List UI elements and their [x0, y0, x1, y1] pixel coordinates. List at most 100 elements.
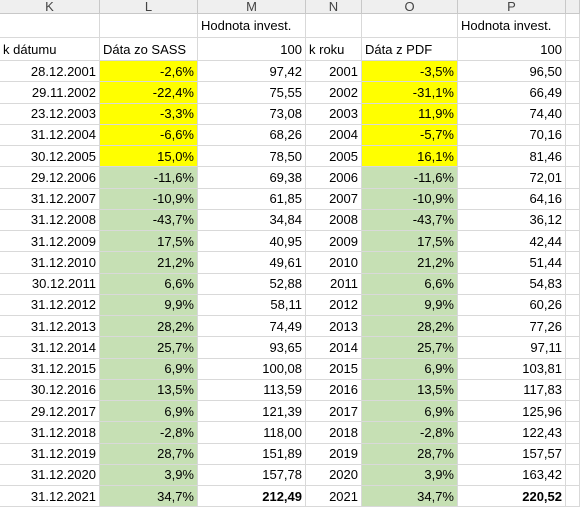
data-cell: 2017: [306, 401, 362, 423]
data-cell: 97,11: [458, 337, 566, 359]
data-cell: 31.12.2007: [0, 188, 100, 210]
data-cell: 2003: [306, 103, 362, 125]
return-cell: 28,2%: [362, 316, 458, 338]
data-cell: 31.12.2014: [0, 337, 100, 359]
empty-cell: [566, 422, 580, 444]
header-cell: 100: [458, 38, 566, 61]
column-header: P: [458, 0, 566, 14]
data-cell: 73,08: [198, 103, 306, 125]
data-cell: 2002: [306, 82, 362, 104]
return-cell: 28,2%: [100, 316, 198, 338]
empty-cell: [566, 167, 580, 189]
return-cell: 13,5%: [100, 379, 198, 401]
return-cell: -22,4%: [100, 82, 198, 104]
data-cell: 66,49: [458, 82, 566, 104]
return-cell: 9,9%: [362, 294, 458, 316]
empty-cell: [566, 188, 580, 210]
return-cell: 17,5%: [100, 231, 198, 253]
data-cell: 2018: [306, 422, 362, 444]
data-cell: 2015: [306, 358, 362, 380]
empty-cell: [566, 337, 580, 359]
return-cell: 6,9%: [100, 358, 198, 380]
data-cell: 75,55: [198, 82, 306, 104]
header-cell: k roku: [306, 38, 362, 61]
data-cell: 2011: [306, 273, 362, 295]
return-cell: 13,5%: [362, 379, 458, 401]
data-cell: 100,08: [198, 358, 306, 380]
return-cell: 11,9%: [362, 103, 458, 125]
data-cell: 68,26: [198, 124, 306, 146]
return-cell: 28,7%: [100, 443, 198, 465]
data-cell: 42,44: [458, 231, 566, 253]
return-cell: 15,0%: [100, 146, 198, 168]
data-cell: 40,95: [198, 231, 306, 253]
column-header: N: [306, 0, 362, 14]
data-cell: 2009: [306, 231, 362, 253]
data-cell: 2014: [306, 337, 362, 359]
return-cell: -31,1%: [362, 82, 458, 104]
empty-cell: [566, 252, 580, 274]
data-cell: 31.12.2008: [0, 209, 100, 231]
return-cell: -11,6%: [362, 167, 458, 189]
data-cell: 77,26: [458, 316, 566, 338]
empty-cell: [566, 273, 580, 295]
data-cell: 2008: [306, 209, 362, 231]
header-cell: 100: [198, 38, 306, 61]
column-header: L: [100, 0, 198, 14]
return-cell: -5,7%: [362, 124, 458, 146]
data-cell: 97,42: [198, 61, 306, 83]
empty-cell: [566, 316, 580, 338]
column-header: K: [0, 0, 100, 14]
data-cell: 2019: [306, 443, 362, 465]
data-cell: 31.12.2012: [0, 294, 100, 316]
empty-cell: [566, 486, 580, 508]
empty-cell: [100, 14, 198, 38]
return-cell: 17,5%: [362, 231, 458, 253]
data-cell: 2013: [306, 316, 362, 338]
empty-cell: [566, 379, 580, 401]
data-cell: 34,84: [198, 209, 306, 231]
data-cell: 117,83: [458, 379, 566, 401]
return-cell: 21,2%: [362, 252, 458, 274]
data-cell: 31.12.2004: [0, 124, 100, 146]
return-cell: 28,7%: [362, 443, 458, 465]
return-cell: -43,7%: [362, 209, 458, 231]
return-cell: 6,6%: [362, 273, 458, 295]
data-cell: 30.12.2011: [0, 273, 100, 295]
empty-cell: [0, 14, 100, 38]
data-cell: 30.12.2016: [0, 379, 100, 401]
return-cell: 16,1%: [362, 146, 458, 168]
data-cell: 54,83: [458, 273, 566, 295]
empty-cell: [566, 82, 580, 104]
empty-cell: [566, 231, 580, 253]
data-cell: 93,65: [198, 337, 306, 359]
data-cell: 29.12.2006: [0, 167, 100, 189]
return-cell: 6,6%: [100, 273, 198, 295]
empty-cell: [566, 38, 580, 61]
data-cell: 29.11.2002: [0, 82, 100, 104]
return-cell: 6,9%: [362, 401, 458, 423]
return-cell: 6,9%: [362, 358, 458, 380]
data-cell: 58,11: [198, 294, 306, 316]
column-header: [566, 0, 580, 14]
empty-cell: [566, 443, 580, 465]
data-cell: 70,16: [458, 124, 566, 146]
data-cell: 2021: [306, 486, 362, 508]
empty-cell: [306, 14, 362, 38]
empty-cell: [566, 464, 580, 486]
data-cell: 49,61: [198, 252, 306, 274]
data-cell: 121,39: [198, 401, 306, 423]
data-cell: 31.12.2015: [0, 358, 100, 380]
return-cell: 3,9%: [362, 464, 458, 486]
empty-cell: [566, 358, 580, 380]
data-cell: 36,12: [458, 209, 566, 231]
return-cell: -2,6%: [100, 61, 198, 83]
return-cell: 6,9%: [100, 401, 198, 423]
data-cell: 96,50: [458, 61, 566, 83]
return-cell: 3,9%: [100, 464, 198, 486]
data-cell: 52,88: [198, 273, 306, 295]
return-cell: -43,7%: [100, 209, 198, 231]
return-cell: 25,7%: [100, 337, 198, 359]
return-cell: -10,9%: [362, 188, 458, 210]
